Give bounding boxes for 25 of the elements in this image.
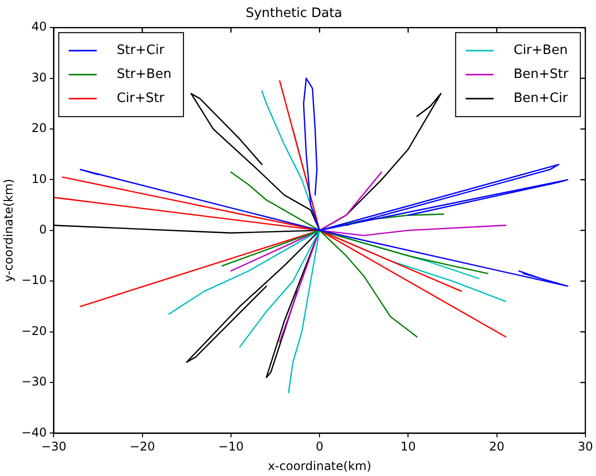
legend-label: Str+Ben bbox=[116, 66, 172, 82]
y-tick-label: −40 bbox=[21, 425, 47, 440]
y-tick-label: 40 bbox=[31, 20, 47, 34]
x-tick-label: 10 bbox=[400, 440, 416, 454]
y-tick-label: 0 bbox=[39, 222, 47, 237]
y-tick-label: 30 bbox=[31, 70, 47, 84]
x-axis-title: x-coordinate(km) bbox=[268, 458, 372, 473]
x-tick-label: 0 bbox=[316, 440, 324, 454]
legend-label: Ben+Str bbox=[514, 66, 570, 82]
legend-label: Cir+Ben bbox=[514, 42, 568, 58]
y-tick-label: 10 bbox=[31, 172, 47, 186]
legend-label: Ben+Cir bbox=[514, 90, 568, 106]
x-tick-label: 20 bbox=[489, 440, 504, 454]
y-tick-label: 20 bbox=[31, 121, 47, 136]
x-tick-label: −30 bbox=[41, 440, 66, 454]
x-tick-label: 30 bbox=[578, 440, 594, 454]
x-tick-label: −10 bbox=[218, 440, 244, 454]
legend-label: Cir+Str bbox=[116, 90, 165, 106]
x-tick-label: −20 bbox=[130, 440, 155, 454]
chart-title: Synthetic Data bbox=[246, 6, 342, 22]
y-tick-label: −30 bbox=[21, 374, 47, 389]
y-tick-label: −20 bbox=[21, 324, 47, 338]
y-tick-label: −10 bbox=[21, 273, 47, 288]
y-axis-title: y-coordinate(km) bbox=[1, 178, 16, 282]
legend-label: Str+Cir bbox=[116, 42, 165, 58]
